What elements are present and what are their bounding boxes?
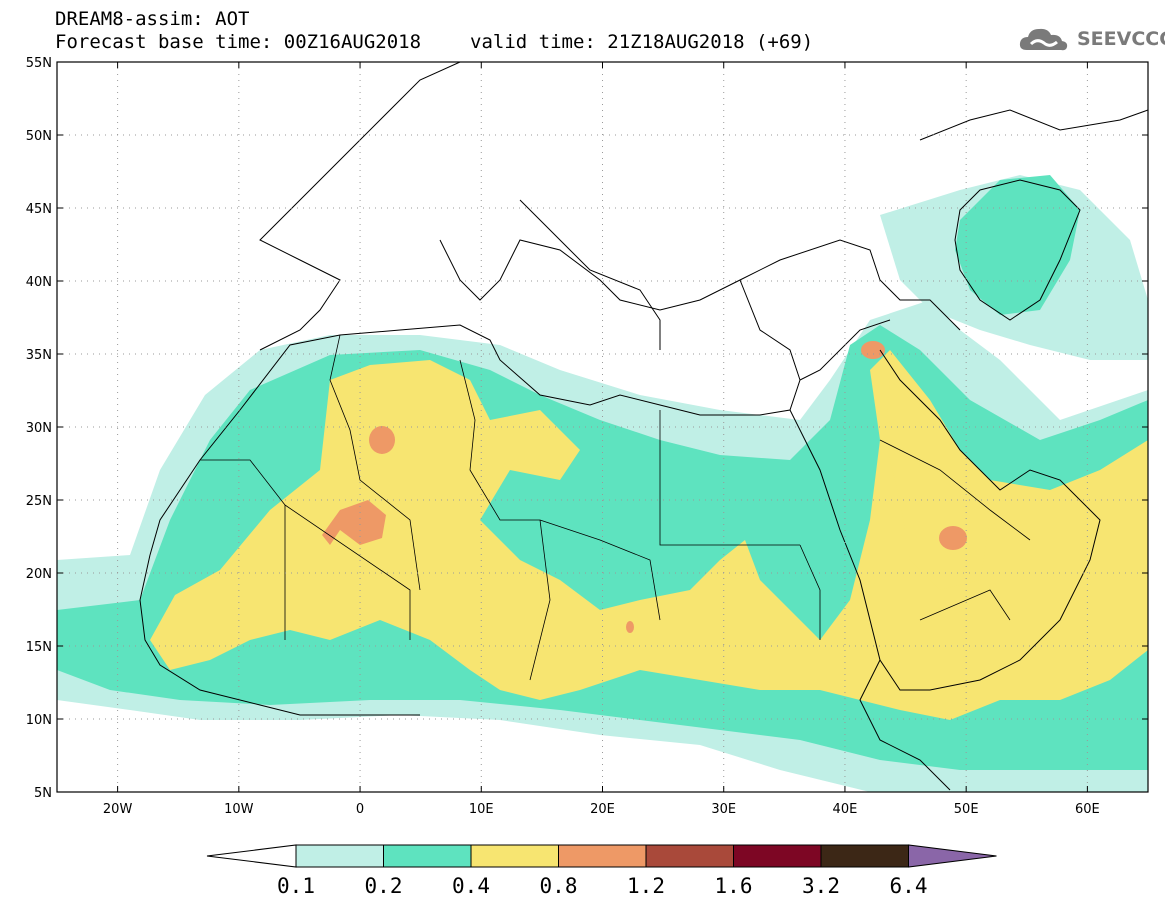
colorbar-segment [470, 844, 559, 868]
logo-text: SEEVCCC [1077, 28, 1165, 50]
lon-label: 60E [1075, 802, 1100, 817]
lat-label: 10N [26, 713, 52, 728]
coastlines [139, 62, 1148, 791]
lat-label: 30N [26, 421, 52, 436]
cloud-icon [1019, 28, 1068, 51]
lon-label: 20E [590, 802, 615, 817]
seevccc-logo: SEEVCCC [1017, 22, 1165, 56]
aot-band-0.8-patch [322, 500, 386, 545]
aot-band-0.8-patch [369, 426, 395, 454]
lat-label: 35N [26, 348, 52, 363]
colorbar-label: 0.2 [365, 874, 403, 898]
colorbar-label: 0.8 [540, 874, 578, 898]
lon-label: 30E [711, 802, 736, 817]
valid-time: valid time: 21Z18AUG2018 (+69) [470, 31, 814, 53]
colorbar-segment [558, 844, 647, 868]
colorbar-segment [383, 844, 472, 868]
lon-label: 20W [103, 802, 133, 817]
map-axes: 55N 50N 45N 40N 35N 30N 25N 20N 15N 10N 5N 20W 10W 0 1… [26, 56, 1148, 817]
colorbar-label: 6.4 [890, 874, 928, 898]
country-borders [200, 334, 1031, 681]
colorbar-segment [645, 844, 734, 868]
lat-label: 15N [26, 640, 52, 655]
colorbar-label: 0.4 [452, 874, 490, 898]
lon-label: 50E [954, 802, 979, 817]
colorbar-segment [820, 844, 909, 868]
colorbar-label: 0.1 [277, 874, 315, 898]
lat-label: 50N [26, 129, 52, 144]
lat-label: 20N [26, 567, 52, 582]
lat-label: 55N [26, 56, 52, 71]
forecast-base-time: Forecast base time: 00Z16AUG2018 [55, 31, 422, 53]
lat-label: 5N [34, 786, 52, 801]
aot-band-0.8-patch [626, 621, 634, 633]
lon-label: 0 [356, 802, 364, 817]
aot-field [57, 175, 1148, 792]
lat-label: 25N [26, 494, 52, 509]
colorbar-label: 3.2 [802, 874, 840, 898]
lon-label: 10W [224, 802, 254, 817]
colorbar-label: 1.2 [627, 874, 665, 898]
colorbar-high-arrow [908, 844, 997, 868]
colorbar: 0.1 0.2 0.4 0.8 1.2 1.6 3.2 6.4 [206, 844, 997, 898]
colorbar-segment [295, 844, 384, 868]
lat-label: 40N [26, 275, 52, 290]
colorbar-segment [733, 844, 822, 868]
colorbar-low-arrow [206, 844, 297, 868]
lon-label: 40E [833, 802, 858, 817]
aot-band-0.2-caspian [955, 175, 1080, 315]
lon-label: 10E [469, 802, 494, 817]
aot-band-0.8-patch [861, 341, 885, 359]
aot-band-0.8-patch [939, 526, 967, 550]
map-title: DREAM8-assim: AOT [55, 8, 250, 30]
lat-label: 45N [26, 202, 52, 217]
colorbar-label: 1.6 [715, 874, 753, 898]
